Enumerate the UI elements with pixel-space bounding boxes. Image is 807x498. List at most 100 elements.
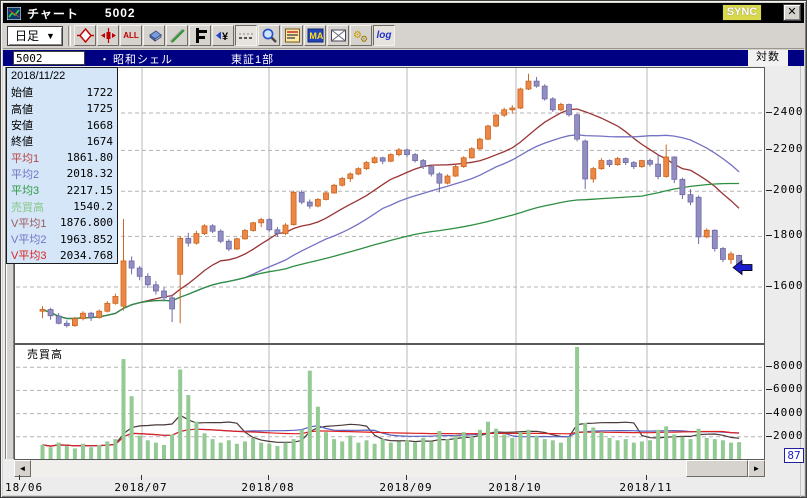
code-input[interactable]: [13, 51, 85, 65]
info-row-value: 1674: [86, 134, 114, 148]
eraser-glyph: [148, 30, 162, 42]
info-row-label: V平均3: [11, 250, 47, 263]
gridline-toggle-icon[interactable]: [235, 25, 257, 46]
ma-glyph: MA: [307, 28, 323, 43]
ma-label: MA: [309, 31, 323, 41]
info-row: V平均1 1876.800: [7, 215, 117, 231]
axis-tick: [766, 190, 772, 191]
wide-candle-glyph: [76, 27, 94, 44]
info-row-label: 安値: [11, 120, 33, 133]
trendline-glyph: [169, 28, 185, 44]
moving-average-icon[interactable]: MA: [304, 25, 326, 46]
svg-text:⚙: ⚙: [360, 34, 368, 44]
y-axis-label: 2400: [773, 105, 804, 118]
x-axis-tick: [268, 475, 269, 480]
info-row-label: V平均1: [11, 217, 47, 230]
x-axis-tick: [406, 475, 407, 480]
info-row: V平均3 2034.768: [7, 247, 117, 263]
y-axis-label: 6000: [773, 382, 804, 395]
info-row-label: 平均1: [11, 152, 40, 165]
info-row: 平均1 1861.80: [7, 149, 117, 165]
y-axis-label: 4000: [773, 406, 804, 419]
x-axis-tick: [19, 475, 20, 480]
show-all-icon[interactable]: ALL: [120, 25, 142, 46]
info-row: 平均3 2217.15: [7, 182, 117, 198]
eraser-icon[interactable]: [143, 25, 165, 46]
trendline-icon[interactable]: [166, 25, 188, 46]
toolbar-separator: [68, 25, 71, 46]
narrow-candle-glyph: [100, 28, 116, 43]
window-title: チャート: [27, 6, 79, 21]
x-axis-label: 18/06: [5, 481, 44, 494]
axis-tick: [766, 235, 772, 236]
chart-type-icon[interactable]: [189, 25, 211, 46]
volume-panel-title: 売買高: [27, 349, 63, 361]
info-row-value: 2034.768: [60, 248, 113, 262]
bar-width-expand-icon[interactable]: [74, 25, 96, 46]
x-axis-label: 2018/07: [114, 481, 168, 494]
log-scale-icon[interactable]: log: [373, 25, 395, 46]
scroll-left-button[interactable]: ◄: [14, 460, 31, 477]
axis-tick: [766, 413, 772, 414]
gears-glyph: ⚙ ⚙: [353, 30, 368, 44]
bar-width-shrink-icon[interactable]: [97, 25, 119, 46]
log-scale-badge: 対数: [748, 50, 788, 66]
toolbar: 日足 ▼ ALL: [3, 23, 804, 49]
y-axis-label: 2000: [773, 183, 804, 196]
info-row-label: 平均3: [11, 185, 40, 198]
right-margin-line: [800, 66, 801, 497]
settings-gears-icon[interactable]: ⚙ ⚙: [350, 25, 372, 46]
chart-type-glyph: [195, 28, 207, 43]
info-row-label: 平均2: [11, 168, 40, 181]
info-bar: ・ 昭和シェル 東証1部 対数: [3, 50, 804, 66]
info-row-value: 2217.15: [66, 183, 113, 197]
quote-board-icon[interactable]: [281, 25, 303, 46]
info-row-value: 1725: [86, 102, 114, 116]
axis-tick: [766, 436, 772, 437]
y-axis-label: 1600: [773, 279, 804, 292]
info-row-value: 1876.800: [60, 216, 113, 230]
horizontal-scrollbar[interactable]: ◄ ►: [14, 460, 766, 477]
log-scale-label: log: [376, 30, 392, 41]
y-axis-label: 2200: [773, 142, 804, 155]
period-dropdown-label: 日足: [15, 29, 40, 43]
scrollbar-thumb[interactable]: [686, 460, 748, 477]
info-date-row: 2018/11/22: [7, 68, 117, 84]
info-row-value: 1540.2: [73, 200, 113, 214]
price-chart-canvas: [16, 68, 763, 343]
x-axis-tick: [515, 475, 516, 480]
x-axis-tick: [141, 475, 142, 480]
last-price-arrow: [732, 259, 753, 276]
zoom-icon[interactable]: [258, 25, 280, 46]
info-row: V平均2 1963.852: [7, 231, 117, 247]
info-date: 2018/11/22: [11, 70, 66, 83]
envelope-glyph: [330, 29, 346, 42]
info-row: 高値 1725: [7, 101, 117, 117]
envelope-icon[interactable]: [327, 25, 349, 46]
gridline-glyph: [238, 33, 254, 39]
price-panel[interactable]: [14, 67, 765, 344]
chevron-down-icon: ▼: [46, 30, 55, 41]
window-title-code: 5002: [104, 6, 136, 20]
scroll-right-button[interactable]: ►: [748, 460, 765, 477]
x-axis-label: 2018/09: [379, 481, 433, 494]
volume-panel[interactable]: [14, 344, 765, 460]
price-yen-icon[interactable]: ¥: [212, 25, 234, 46]
axis-tick: [766, 149, 772, 150]
info-row: 平均2 2018.32: [7, 166, 117, 182]
title-bar: チャート 5002 SYNC ✕: [3, 3, 804, 23]
sync-button[interactable]: SYNC: [722, 4, 762, 21]
axis-tick: [766, 389, 772, 390]
info-row: 始値 1722: [7, 84, 117, 100]
axis-tick: [766, 366, 772, 367]
info-row: 売買高 1540.2: [7, 198, 117, 214]
quote-board-glyph: [284, 28, 300, 43]
period-dropdown[interactable]: 日足 ▼: [7, 25, 63, 46]
info-row-value: 1963.852: [60, 232, 113, 246]
x-axis-label: 2018/10: [488, 481, 542, 494]
info-row-value: 1722: [86, 85, 114, 99]
quote-info-panel: 2018/11/22 始値 1722 高値 1725 安値 1668 終値 1674 平均1 18…: [6, 67, 118, 264]
close-button[interactable]: ✕: [783, 4, 801, 21]
info-row-value: 1668: [86, 118, 114, 132]
